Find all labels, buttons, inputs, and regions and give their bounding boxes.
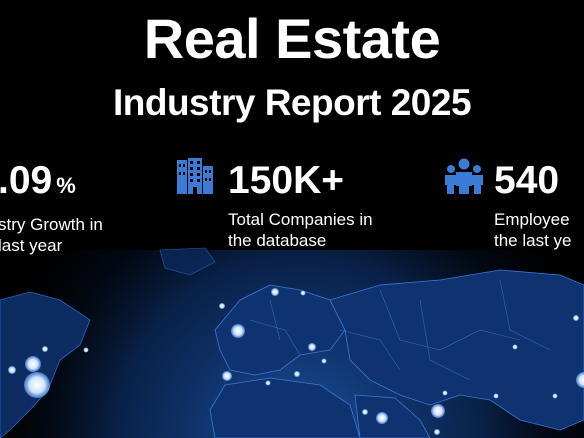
city-dot — [222, 371, 232, 381]
city-dot — [576, 372, 584, 388]
city-dot — [552, 393, 558, 399]
city-dot — [493, 393, 499, 399]
land-asia — [329, 269, 584, 431]
stat-companies: 150K+ Total Companies in the database — [228, 157, 373, 251]
city-dot — [300, 290, 306, 296]
city-dot — [442, 390, 448, 396]
stat-employees: 540 Employee the last ye — [494, 157, 572, 251]
city-dot — [294, 371, 300, 377]
city-dots — [8, 288, 584, 435]
city-dot — [512, 344, 518, 350]
stat-companies-desc: Total Companies in the database — [228, 210, 373, 250]
building-icon — [177, 158, 213, 194]
city-dot — [362, 409, 368, 415]
city-dot — [8, 366, 16, 374]
land-middle-east — [354, 394, 431, 438]
city-dot — [219, 303, 225, 309]
city-dot — [376, 412, 388, 424]
city-dot — [308, 343, 316, 351]
city-dot — [271, 288, 279, 296]
stat-employees-desc: Employee the last ye — [494, 210, 572, 250]
city-dot — [83, 347, 89, 353]
stat-growth-desc: stry Growth in last year — [0, 215, 103, 255]
city-dot — [265, 380, 271, 386]
city-dot — [42, 346, 48, 352]
city-dot — [573, 315, 579, 321]
stat-employees-value: 540 — [494, 159, 560, 202]
city-dot — [434, 429, 440, 435]
land-africa — [209, 377, 361, 438]
stat-companies-value: 150K+ — [228, 159, 345, 202]
city-dot — [321, 358, 327, 364]
city-dot — [231, 324, 245, 338]
people-icon — [445, 158, 483, 194]
stat-growth-value: .09% — [0, 159, 76, 202]
city-dot — [25, 356, 41, 372]
land-north-america — [0, 291, 91, 438]
page-subtitle: Industry Report 2025 — [112, 82, 472, 123]
city-dot — [24, 372, 50, 398]
page-title: Real Estate — [143, 7, 441, 70]
stat-growth: .09% stry Growth in last year — [0, 157, 103, 256]
city-dot — [431, 404, 445, 418]
land-europe — [214, 284, 346, 376]
land-greenland — [159, 247, 216, 276]
